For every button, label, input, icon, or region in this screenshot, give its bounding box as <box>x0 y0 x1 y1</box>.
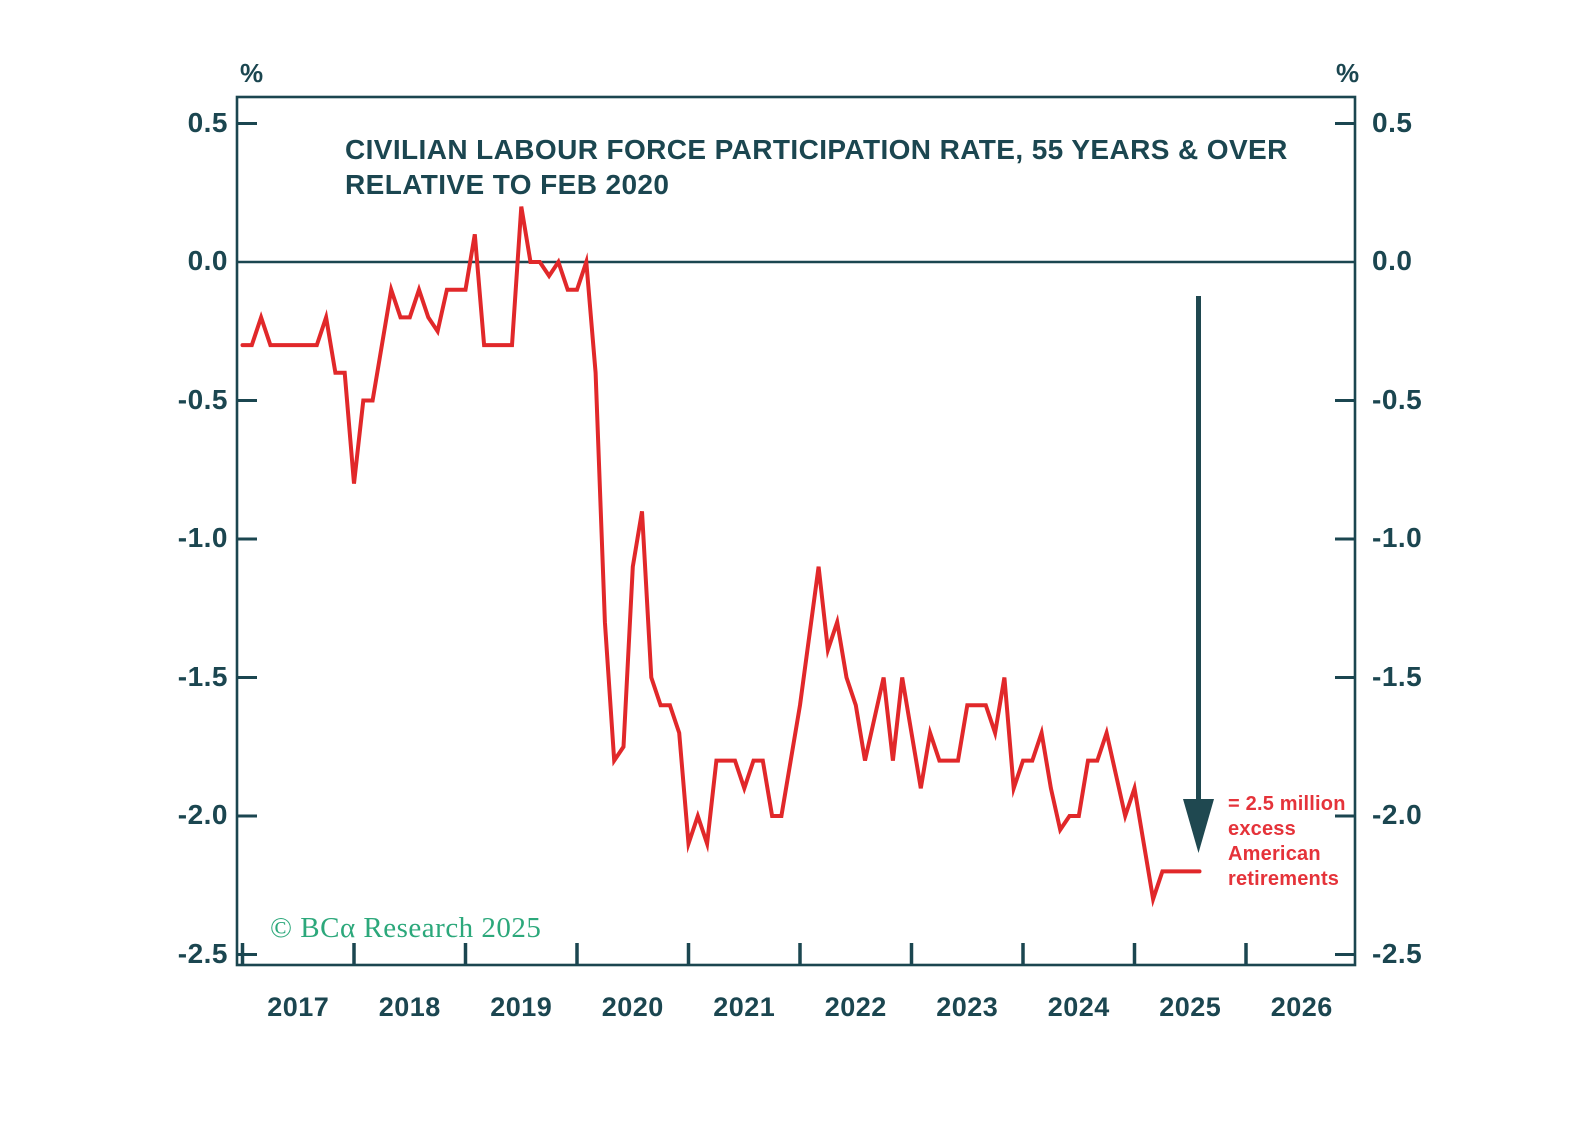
y-axis-unit-right: % <box>1336 58 1360 88</box>
annotation-line-1: = 2.5 million <box>1228 793 1346 815</box>
y-axis-label-right: -0.5 <box>1372 383 1423 415</box>
x-axis-label-year: 2020 <box>601 992 664 1022</box>
annotation-excess-retirements: = 2.5 million excess American retirement… <box>1228 792 1346 892</box>
arrow-head-icon <box>1183 799 1214 853</box>
x-axis-label-year: 2024 <box>1047 992 1110 1022</box>
y-axis-label-right: -2.5 <box>1372 937 1423 969</box>
x-axis-label-year: 2026 <box>1270 992 1333 1022</box>
x-axis-label-year: 2019 <box>490 992 553 1022</box>
x-axis-label-year: 2021 <box>713 992 776 1022</box>
chart-title: CIVILIAN LABOUR FORCE PARTICIPATION RATE… <box>345 132 1288 202</box>
y-axis-label-right: 0.5 <box>1372 106 1413 138</box>
y-axis-label-left: 0.5 <box>187 106 228 138</box>
chart-title-line-1: CIVILIAN LABOUR FORCE PARTICIPATION RATE… <box>345 134 1288 165</box>
y-axis-label-right: -1.5 <box>1372 660 1423 692</box>
watermark-bca-research: © BCα Research 2025 <box>270 912 542 944</box>
annotation-line-2: excess <box>1228 818 1296 840</box>
y-axis-label-right: -1.0 <box>1372 522 1423 553</box>
y-axis-label-right: 0.0 <box>1372 245 1413 276</box>
y-axis-label-left: -1.5 <box>177 660 228 692</box>
x-axis-label-year: 2022 <box>824 992 887 1022</box>
plot-border <box>235 95 1357 967</box>
data-series-line <box>240 206 1202 908</box>
annotation-line-3: American <box>1228 843 1321 865</box>
y-axis-label-left: -1.0 <box>177 522 228 553</box>
y-axis-label-left: -2.5 <box>177 937 228 969</box>
y-axis-label-left: -0.5 <box>177 383 228 415</box>
y-axis-label-right: -2.0 <box>1372 799 1423 830</box>
annotation-line-4: retirements <box>1228 868 1340 890</box>
y-axis-label-left: -2.0 <box>177 799 228 830</box>
y-axis-unit-left: % <box>240 58 264 88</box>
x-axis-label-year: 2023 <box>936 992 999 1022</box>
chart-title-line-2: RELATIVE TO FEB 2020 <box>345 169 670 200</box>
x-axis-label-year: 2017 <box>267 992 330 1022</box>
y-axis-label-left: 0.0 <box>187 245 228 276</box>
x-axis-label-year: 2025 <box>1159 992 1222 1022</box>
x-axis-label-year: 2018 <box>378 992 441 1022</box>
